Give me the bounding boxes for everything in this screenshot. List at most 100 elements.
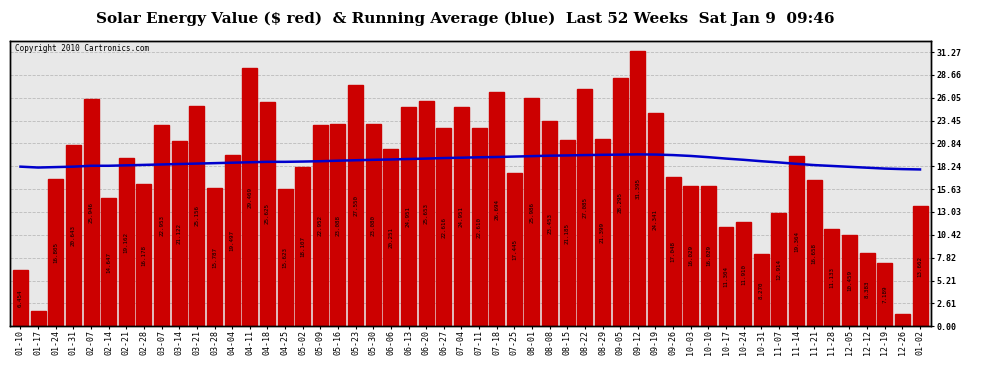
Bar [842, 234, 857, 326]
Text: 25.653: 25.653 [424, 203, 429, 224]
Text: 19.162: 19.162 [124, 232, 129, 253]
Text: 31.395: 31.395 [636, 178, 641, 199]
Bar [313, 125, 328, 326]
Bar [471, 128, 486, 326]
Bar [525, 98, 540, 326]
Bar [507, 173, 522, 326]
Text: 16.178: 16.178 [142, 245, 147, 266]
Text: 11.133: 11.133 [830, 267, 835, 288]
Text: 7.189: 7.189 [882, 286, 887, 303]
Bar [31, 311, 46, 326]
Text: 23.453: 23.453 [547, 213, 552, 234]
Text: 15.623: 15.623 [282, 247, 287, 268]
Bar [401, 108, 416, 326]
Bar [295, 168, 310, 326]
Text: 22.952: 22.952 [318, 215, 323, 236]
Text: Copyright 2010 Cartronics.com: Copyright 2010 Cartronics.com [15, 44, 148, 53]
Text: 22.953: 22.953 [159, 215, 164, 236]
Bar [154, 125, 169, 326]
Text: 25.625: 25.625 [265, 203, 270, 224]
Text: 23.088: 23.088 [336, 214, 341, 236]
Bar [225, 155, 240, 326]
Bar [647, 113, 663, 326]
Bar [49, 179, 63, 326]
Text: 8.383: 8.383 [864, 281, 869, 298]
Bar [137, 184, 151, 326]
Text: 25.156: 25.156 [194, 206, 199, 226]
Bar [753, 254, 769, 326]
Bar [719, 227, 734, 326]
Text: 24.951: 24.951 [406, 206, 411, 227]
Text: 24.341: 24.341 [653, 209, 658, 230]
Bar [119, 158, 134, 326]
Text: 25.986: 25.986 [530, 202, 535, 223]
Bar [348, 85, 363, 326]
Text: Solar Energy Value ($ red)  & Running Average (blue)  Last 52 Weeks  Sat Jan 9  : Solar Energy Value ($ red) & Running Ave… [96, 11, 835, 26]
Bar [701, 186, 716, 326]
Text: 16.805: 16.805 [53, 242, 58, 263]
Text: 28.295: 28.295 [618, 192, 623, 213]
Text: 20.251: 20.251 [388, 227, 393, 248]
Bar [171, 141, 187, 326]
Bar [437, 128, 451, 326]
Bar [101, 198, 116, 326]
Bar [66, 145, 81, 326]
Bar [419, 101, 434, 326]
Bar [83, 99, 99, 326]
Bar [595, 139, 610, 326]
Text: 18.107: 18.107 [300, 236, 305, 257]
Bar [277, 189, 293, 326]
Text: 26.694: 26.694 [494, 199, 499, 220]
Bar [243, 68, 257, 326]
Text: 16.658: 16.658 [812, 243, 817, 264]
Text: 24.951: 24.951 [459, 206, 464, 227]
Text: 21.185: 21.185 [564, 223, 570, 244]
Bar [489, 92, 504, 326]
Bar [877, 263, 892, 326]
Text: 21.122: 21.122 [177, 223, 182, 244]
Bar [577, 89, 592, 326]
Text: 27.550: 27.550 [353, 195, 358, 216]
Bar [789, 156, 804, 326]
Bar [895, 314, 910, 326]
Text: 13.662: 13.662 [918, 256, 923, 277]
Bar [383, 148, 398, 326]
Text: 21.399: 21.399 [600, 222, 605, 243]
Text: 19.364: 19.364 [794, 231, 799, 252]
Text: 6.454: 6.454 [18, 289, 23, 307]
Text: 23.080: 23.080 [370, 214, 376, 236]
Bar [771, 213, 786, 326]
Text: 16.029: 16.029 [688, 246, 693, 267]
Bar [683, 186, 698, 326]
Text: 17.048: 17.048 [670, 241, 675, 262]
Bar [543, 121, 557, 326]
Bar [859, 253, 874, 326]
Text: 15.787: 15.787 [212, 246, 217, 267]
Bar [913, 207, 928, 326]
Text: 22.616: 22.616 [442, 217, 446, 238]
Bar [559, 141, 575, 326]
Text: 8.270: 8.270 [758, 281, 763, 299]
Text: 25.946: 25.946 [88, 202, 93, 223]
Text: 29.469: 29.469 [248, 186, 252, 207]
Bar [331, 124, 346, 326]
Bar [807, 180, 822, 326]
Bar [207, 188, 222, 326]
Text: 14.647: 14.647 [106, 252, 111, 273]
Bar [454, 108, 469, 326]
Text: 11.304: 11.304 [724, 266, 729, 287]
Bar [665, 177, 680, 326]
Bar [613, 78, 628, 326]
Bar [825, 229, 840, 326]
Bar [737, 222, 751, 326]
Bar [365, 124, 381, 326]
Text: 16.029: 16.029 [706, 246, 711, 267]
Text: 27.085: 27.085 [582, 197, 587, 218]
Text: 11.910: 11.910 [742, 264, 746, 285]
Text: 10.459: 10.459 [847, 270, 852, 291]
Text: 20.643: 20.643 [71, 225, 76, 246]
Bar [13, 270, 28, 326]
Text: 17.445: 17.445 [512, 239, 517, 260]
Bar [260, 102, 275, 326]
Text: 22.610: 22.610 [476, 217, 481, 238]
